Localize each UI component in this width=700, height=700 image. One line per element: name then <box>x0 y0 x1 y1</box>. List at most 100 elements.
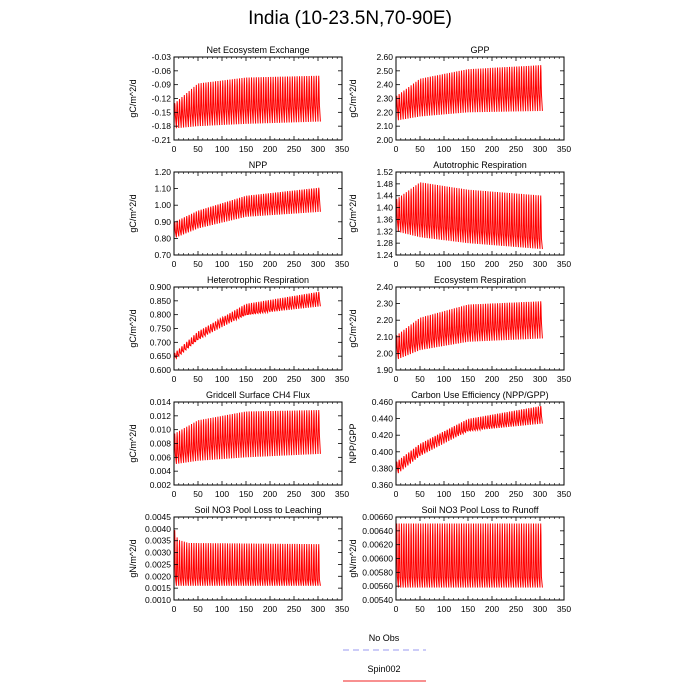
x-tick-label: 300 <box>311 144 325 154</box>
y-tick-label: 2.10 <box>376 121 393 131</box>
panel-title: Autotrophic Respiration <box>433 160 527 170</box>
x-tick-label: 100 <box>215 604 229 614</box>
y-tick-label: 0.700 <box>150 337 172 347</box>
y-tick-label: 0.0030 <box>145 548 171 558</box>
y-axis-label: gN/m^2/d <box>348 539 358 577</box>
x-tick-label: 100 <box>437 144 451 154</box>
y-tick-label: 0.006 <box>150 452 172 462</box>
x-tick-label: 350 <box>557 259 571 269</box>
y-tick-label: 2.00 <box>376 135 393 145</box>
y-tick-label: 1.48 <box>376 179 393 189</box>
plot-frame <box>173 516 343 601</box>
chart-panel: 0 50 100 150 200 250 300 350 0.00540 0.00560 0.005… <box>348 505 571 614</box>
y-tick-label: -0.18 <box>152 121 172 131</box>
figure-title: India (10-23.5N,70-90E) <box>248 8 452 29</box>
y-tick-label: 0.850 <box>150 296 172 306</box>
y-tick-label: 2.20 <box>376 315 393 325</box>
x-tick-label: 50 <box>193 489 203 499</box>
y-tick-label: 0.0040 <box>145 524 171 534</box>
y-tick-label: -0.15 <box>152 107 172 117</box>
panel-title: Net Ecosystem Exchange <box>206 45 309 55</box>
y-tick-label: 2.20 <box>376 107 393 117</box>
series-line <box>173 530 321 586</box>
y-tick-label: 0.004 <box>150 466 172 476</box>
y-tick-label: 1.52 <box>376 167 393 177</box>
y-tick-label: 0.90 <box>154 217 171 227</box>
x-tick-label: 300 <box>533 144 547 154</box>
x-tick-label: 150 <box>461 144 475 154</box>
x-tick-label: 300 <box>533 489 547 499</box>
y-axis-label: gC/m^2/d <box>348 194 358 232</box>
y-tick-label: 1.36 <box>376 214 393 224</box>
x-tick-label: 0 <box>394 374 399 384</box>
y-tick-label: 0.012 <box>150 411 172 421</box>
y-tick-label: 2.00 <box>376 348 393 358</box>
y-tick-label: 1.90 <box>376 365 393 375</box>
y-tick-label: 0.380 <box>372 463 394 473</box>
y-tick-label: 0.014 <box>150 397 172 407</box>
series-line <box>173 75 321 129</box>
y-tick-label: 0.010 <box>150 425 172 435</box>
x-tick-label: 250 <box>509 144 523 154</box>
x-tick-label: 300 <box>311 489 325 499</box>
x-tick-label: 50 <box>415 604 425 614</box>
x-tick-label: 200 <box>485 259 499 269</box>
x-tick-label: 200 <box>263 489 277 499</box>
x-tick-label: 300 <box>311 604 325 614</box>
x-tick-label: 50 <box>415 259 425 269</box>
x-tick-label: 250 <box>287 489 301 499</box>
x-tick-label: 300 <box>533 374 547 384</box>
y-tick-label: 0.00580 <box>362 567 393 577</box>
chart-panel: 0 50 100 150 200 250 300 3501.241.281.321.361.4… <box>348 160 571 269</box>
x-tick-label: 350 <box>335 259 349 269</box>
y-tick-label: 0.00540 <box>362 595 393 605</box>
y-tick-label: 0.00660 <box>362 512 393 522</box>
series-line <box>173 291 321 361</box>
x-tick-label: 350 <box>335 489 349 499</box>
y-tick-label: 2.10 <box>376 332 393 342</box>
plot-frame <box>173 171 343 256</box>
x-tick-label: 100 <box>437 374 451 384</box>
x-tick-label: 0 <box>172 144 177 154</box>
y-tick-label: 2.50 <box>376 66 393 76</box>
x-tick-label: 150 <box>239 144 253 154</box>
series-line <box>395 406 543 476</box>
legend-label: Spin002 <box>367 664 400 674</box>
x-tick-label: 300 <box>311 374 325 384</box>
series-line <box>395 182 543 250</box>
y-tick-label: 0.0015 <box>145 583 171 593</box>
chart-panel: 0 50 100 150 200 250 300 350 0.0010 0.0015 0.0020 0… <box>128 505 349 614</box>
x-tick-label: 250 <box>287 144 301 154</box>
x-tick-label: 250 <box>509 489 523 499</box>
x-tick-label: 100 <box>215 144 229 154</box>
y-tick-label: 0.750 <box>150 324 172 334</box>
x-tick-label: 200 <box>485 374 499 384</box>
x-tick-label: 250 <box>509 259 523 269</box>
x-tick-label: 150 <box>461 374 475 384</box>
series-line <box>173 410 321 465</box>
x-tick-label: 250 <box>509 374 523 384</box>
y-axis-label: gC/m^2/d <box>128 79 138 117</box>
y-tick-label: 0.420 <box>372 430 394 440</box>
y-tick-label: 0.00640 <box>362 526 393 536</box>
x-tick-label: 350 <box>557 604 571 614</box>
y-tick-label: 0.440 <box>372 414 394 424</box>
legend-label: No Obs <box>369 633 400 643</box>
y-tick-label: 2.40 <box>376 80 393 90</box>
x-tick-label: 50 <box>415 144 425 154</box>
x-tick-label: 350 <box>557 374 571 384</box>
y-tick-label: 0.80 <box>154 233 171 243</box>
x-tick-label: 350 <box>335 374 349 384</box>
x-tick-label: 300 <box>533 604 547 614</box>
x-tick-label: 250 <box>509 604 523 614</box>
y-tick-label: 1.40 <box>376 203 393 213</box>
panel-title: Gridcell Surface CH4 Flux <box>206 390 311 400</box>
x-tick-label: 200 <box>263 604 277 614</box>
x-tick-label: 300 <box>533 259 547 269</box>
x-tick-label: 200 <box>263 259 277 269</box>
y-tick-label: -0.06 <box>152 66 172 76</box>
x-tick-label: 0 <box>172 604 177 614</box>
chart-panel: 0 50 100 150 200 250 300 350 1.90 2.00 2.10 2.20 2.3… <box>348 275 571 384</box>
chart-panel: 0 50 100 150 200 250 300 350 0.70 0.80 0.90 1.00 1.1… <box>128 160 349 269</box>
